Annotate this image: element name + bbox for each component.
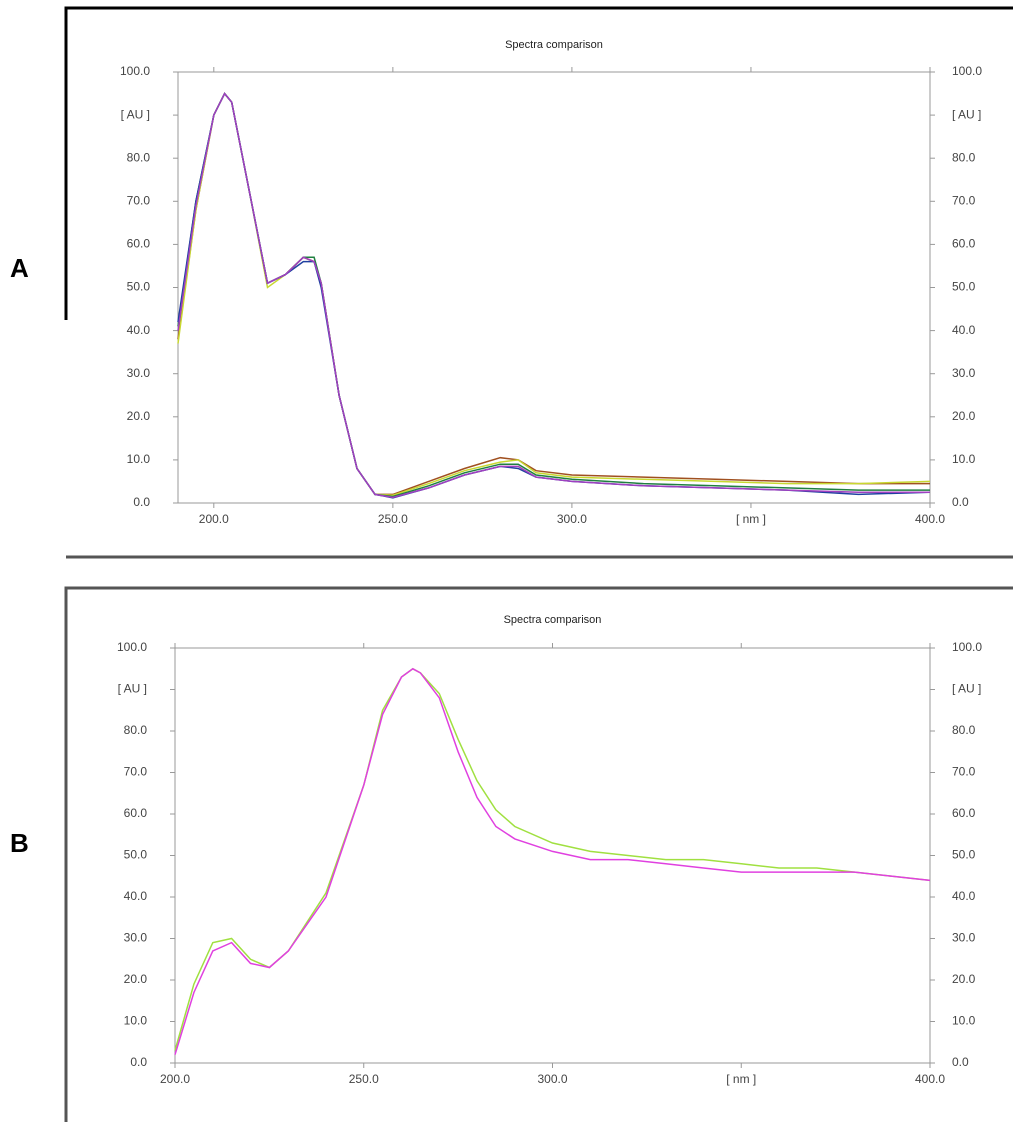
y-tick-label: 20.0 [124, 972, 148, 986]
y-tick-label: [ AU ] [118, 682, 147, 696]
y2-tick-label: 50.0 [952, 280, 976, 294]
y-tick-label: 40.0 [124, 889, 148, 903]
spectrum-line [175, 669, 930, 1051]
y2-tick-label: 20.0 [952, 972, 976, 986]
panel-b-frame [66, 557, 1013, 1122]
y2-tick-label: 0.0 [952, 495, 969, 509]
y2-tick-label: 20.0 [952, 409, 976, 423]
y2-tick-label: 30.0 [952, 366, 976, 380]
y-tick-label: 50.0 [124, 848, 148, 862]
y2-tick-label: 80.0 [952, 150, 976, 164]
spectrum-line [175, 669, 930, 1055]
chart-title: Spectra comparison [505, 39, 603, 51]
y2-tick-label: 80.0 [952, 723, 976, 737]
y-tick-label: 70.0 [124, 765, 148, 779]
y-tick-label: 30.0 [127, 366, 151, 380]
y-tick-label: 80.0 [124, 723, 148, 737]
x-tick-label: 250.0 [378, 512, 408, 526]
chart-title: Spectra comparison [504, 614, 602, 626]
y2-tick-label: [ AU ] [952, 682, 981, 696]
y2-tick-label: 40.0 [952, 323, 976, 337]
panel-a-frame [66, 8, 1013, 320]
x-tick-label: [ nm ] [736, 512, 766, 526]
y2-tick-label: 50.0 [952, 848, 976, 862]
y-tick-label: 0.0 [133, 495, 150, 509]
y2-tick-label: 60.0 [952, 237, 976, 251]
y-tick-label: 0.0 [130, 1055, 147, 1069]
figure: A Spectra comparison 0.0 0.0 10.0 10.0 20.0 20.… [0, 0, 1013, 1122]
x-tick-label: 300.0 [557, 512, 587, 526]
panel-label: B [10, 828, 29, 858]
y-tick-label: 100.0 [120, 64, 150, 78]
x-tick-label: 300.0 [537, 1072, 567, 1086]
spectrum-line [178, 94, 930, 497]
y-tick-label: 10.0 [127, 452, 151, 466]
y-tick-label: 20.0 [127, 409, 151, 423]
spectrum-line [178, 94, 930, 496]
y-tick-label: 60.0 [124, 806, 148, 820]
y2-tick-label: 0.0 [952, 1055, 969, 1069]
x-tick-label: 200.0 [160, 1072, 190, 1086]
spectrum-line [178, 94, 930, 498]
y2-tick-label: 60.0 [952, 806, 976, 820]
x-tick-label: 400.0 [915, 1072, 945, 1086]
y-tick-label: 30.0 [124, 931, 148, 945]
y2-tick-label: [ AU ] [952, 107, 981, 121]
y2-tick-label: 10.0 [952, 1014, 976, 1028]
y2-tick-label: 70.0 [952, 765, 976, 779]
y-tick-label: 40.0 [127, 323, 151, 337]
x-tick-label: 250.0 [349, 1072, 379, 1086]
x-tick-label: [ nm ] [726, 1072, 756, 1086]
y2-tick-label: 40.0 [952, 889, 976, 903]
spectrum-line [178, 94, 930, 495]
plot-frame [178, 72, 930, 503]
y2-tick-label: 100.0 [952, 64, 982, 78]
y-tick-label: 60.0 [127, 237, 151, 251]
y2-tick-label: 70.0 [952, 193, 976, 207]
y-tick-label: 100.0 [117, 640, 147, 654]
y2-tick-label: 100.0 [952, 640, 982, 654]
y2-tick-label: 30.0 [952, 931, 976, 945]
x-tick-label: 200.0 [199, 512, 229, 526]
x-tick-label: 400.0 [915, 512, 945, 526]
y-tick-label: [ AU ] [121, 107, 150, 121]
y-tick-label: 50.0 [127, 280, 151, 294]
panel-label: A [10, 253, 29, 283]
y-tick-label: 70.0 [127, 193, 151, 207]
y2-tick-label: 10.0 [952, 452, 976, 466]
y-tick-label: 10.0 [124, 1014, 148, 1028]
plot-frame [175, 648, 930, 1063]
page: A Spectra comparison 0.0 0.0 10.0 10.0 20.0 20.… [0, 0, 1013, 1122]
spectrum-line [178, 94, 930, 498]
y-tick-label: 80.0 [127, 150, 151, 164]
